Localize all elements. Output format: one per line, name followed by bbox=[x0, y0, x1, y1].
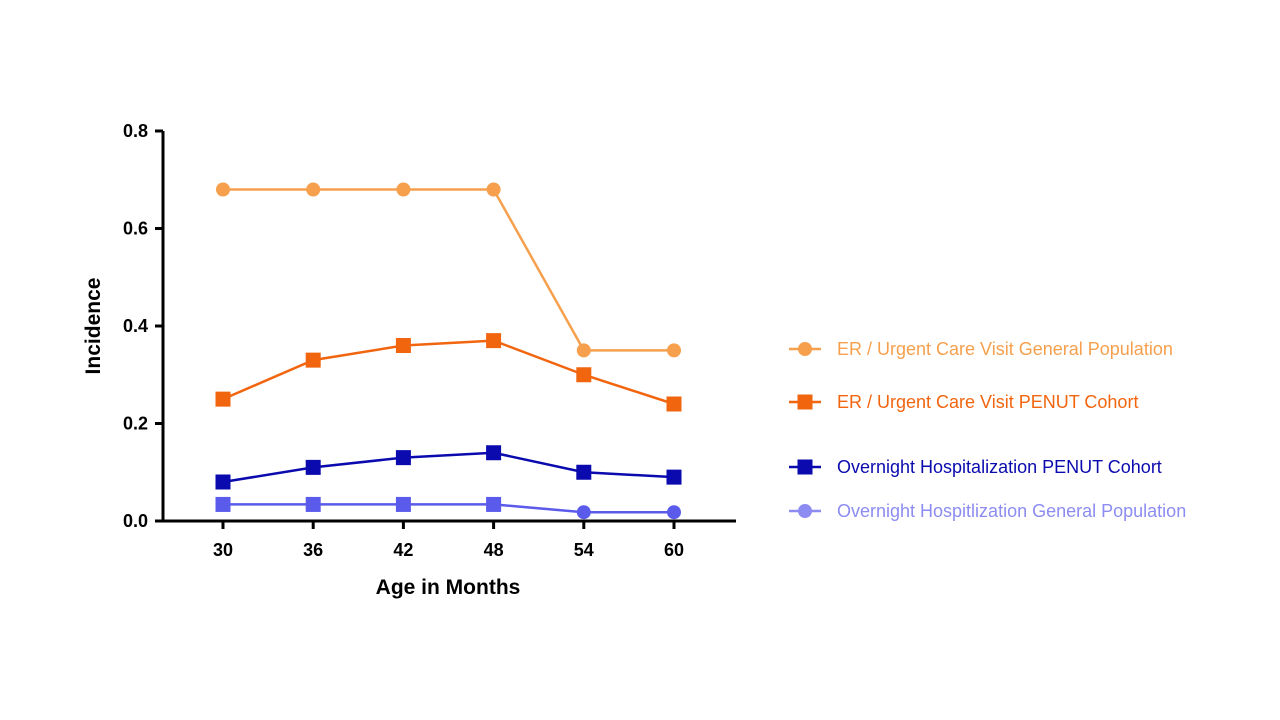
legend-item: Overnight Hospitlization General Populat… bbox=[789, 501, 1186, 521]
legend-item: Overnight Hospitalization PENUT Cohort bbox=[789, 457, 1162, 477]
y-tick-label: 0.2 bbox=[123, 414, 148, 434]
data-point bbox=[305, 459, 321, 475]
data-point bbox=[486, 182, 501, 197]
data-point bbox=[576, 505, 591, 520]
y-tick-label: 0.8 bbox=[123, 121, 148, 141]
y-tick-label: 0.4 bbox=[123, 316, 148, 336]
data-point bbox=[216, 182, 230, 197]
data-point bbox=[667, 343, 681, 358]
data-point bbox=[395, 450, 411, 466]
y-tick-label: 0.0 bbox=[123, 511, 148, 531]
legend-label: Overnight Hospitalization PENUT Cohort bbox=[837, 457, 1162, 477]
data-point bbox=[798, 342, 812, 356]
legend-item: ER / Urgent Care Visit General Populatio… bbox=[789, 339, 1173, 359]
x-tick-label: 48 bbox=[484, 540, 504, 560]
legend-label: Overnight Hospitlization General Populat… bbox=[837, 501, 1186, 521]
data-point bbox=[305, 496, 321, 512]
data-point bbox=[666, 396, 682, 412]
data-point bbox=[486, 445, 502, 461]
data-point bbox=[486, 496, 502, 512]
legend-label: ER / Urgent Care Visit PENUT Cohort bbox=[837, 392, 1138, 412]
legend-item: ER / Urgent Care Visit PENUT Cohort bbox=[789, 392, 1138, 412]
data-point bbox=[576, 367, 592, 383]
x-tick-label: 36 bbox=[303, 540, 323, 560]
x-tick-label: 60 bbox=[664, 540, 684, 560]
data-point bbox=[395, 496, 411, 512]
data-point bbox=[667, 505, 681, 520]
data-point bbox=[798, 504, 812, 518]
data-point bbox=[576, 343, 591, 358]
data-point bbox=[215, 391, 231, 407]
series-line bbox=[223, 188, 674, 352]
data-point bbox=[486, 333, 502, 349]
data-point bbox=[396, 182, 411, 197]
data-point bbox=[666, 469, 682, 485]
data-point bbox=[306, 182, 321, 197]
series-line bbox=[223, 503, 674, 514]
x-tick-label: 42 bbox=[393, 540, 413, 560]
y-axis-title: Incidence bbox=[82, 278, 105, 375]
series-3 bbox=[215, 445, 682, 490]
series-1 bbox=[216, 182, 681, 358]
data-point bbox=[797, 394, 813, 410]
series-line bbox=[222, 339, 675, 406]
x-tick-label: 30 bbox=[213, 540, 233, 560]
data-point bbox=[576, 464, 592, 480]
legend-label: ER / Urgent Care Visit General Populatio… bbox=[837, 339, 1173, 359]
data-point bbox=[305, 352, 321, 368]
data-point bbox=[797, 459, 813, 475]
series-group bbox=[215, 182, 682, 520]
series-line bbox=[222, 451, 675, 484]
x-tick-label: 54 bbox=[574, 540, 594, 560]
data-point bbox=[395, 338, 411, 353]
x-axis-title: Age in Months bbox=[376, 576, 521, 599]
series-4 bbox=[215, 496, 681, 520]
legend: ER / Urgent Care Visit General Populatio… bbox=[789, 339, 1186, 521]
series-2 bbox=[215, 333, 682, 412]
axes: 0.0 0.2 0.4 0.6 0.8 30 36 42 48 54 60 bbox=[123, 121, 736, 560]
data-point bbox=[215, 496, 231, 512]
y-tick-label: 0.6 bbox=[123, 219, 148, 239]
data-point bbox=[215, 474, 231, 490]
